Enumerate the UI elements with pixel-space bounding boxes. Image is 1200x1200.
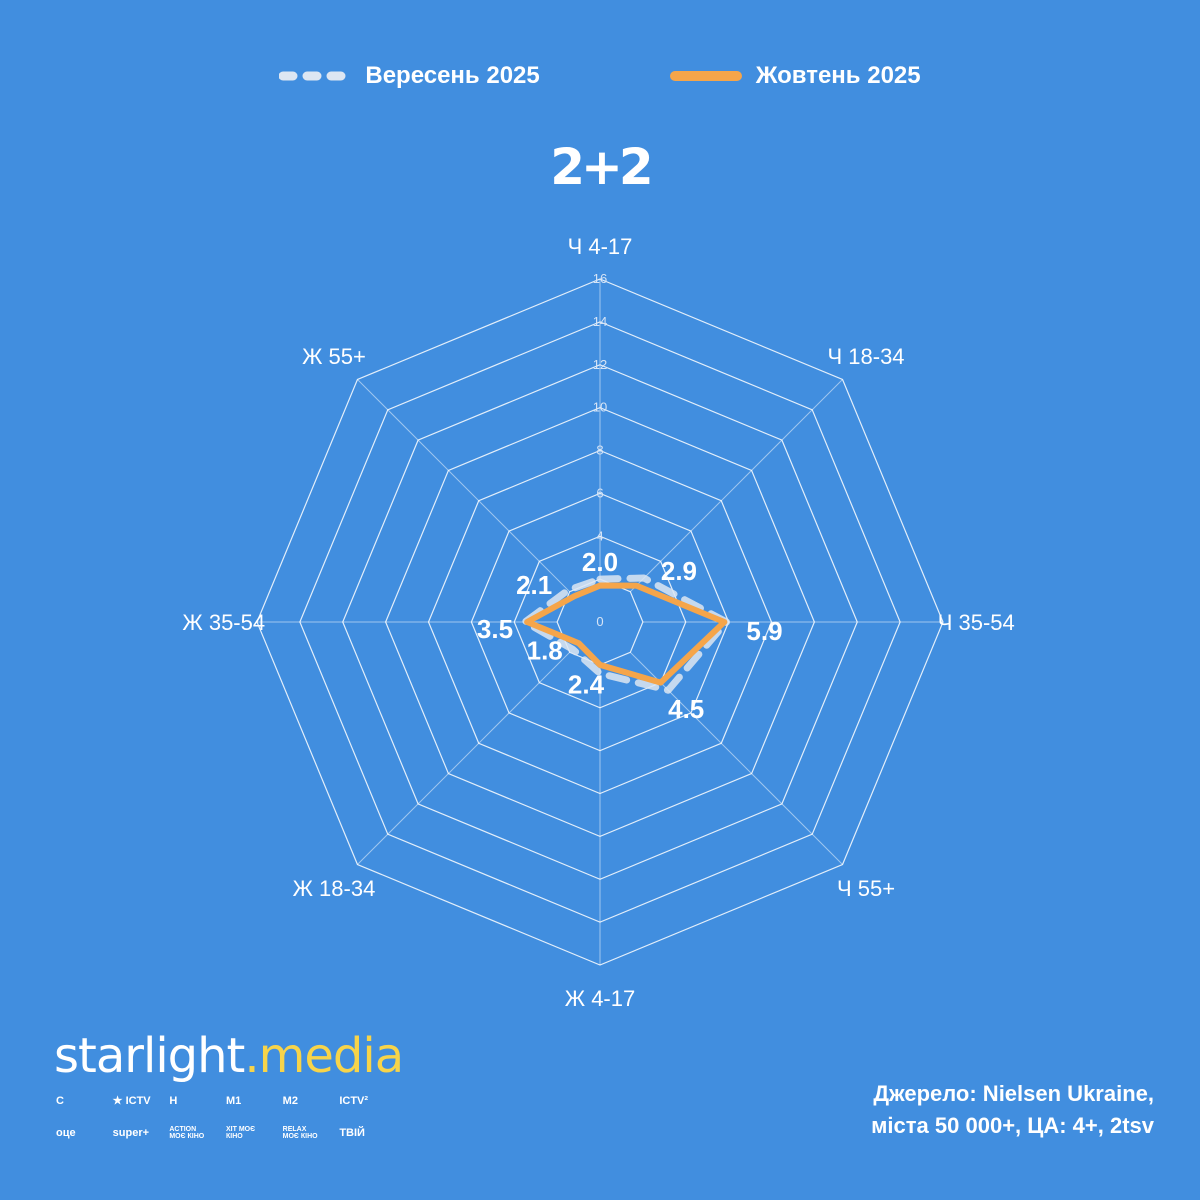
data-label: 1.8	[527, 635, 563, 665]
tick-label: 12	[593, 357, 607, 372]
channel-logo: ★ ICTV	[112, 1094, 151, 1107]
data-label: 5.9	[746, 616, 782, 646]
axis-label: Ч 4-17	[568, 234, 633, 259]
chart-legend: Вересень 2025 Жовтень 2025	[0, 62, 1200, 90]
data-label: 2.1	[516, 570, 552, 600]
axis-label: Ч 18-34	[828, 344, 905, 369]
channel-logo: ХІТ МОЄ КІНО	[226, 1126, 256, 1140]
axis-label: Ж 4-17	[565, 986, 635, 1011]
channel-logo: super+	[112, 1126, 150, 1139]
source-line-1: Джерело: Nielsen Ukraine,	[873, 1081, 1154, 1106]
channel-logo: Н	[169, 1094, 178, 1107]
source-line-2: міста 50 000+, ЦА: 4+, 2tsv	[871, 1112, 1154, 1138]
channel-logos: С ★ ICTV Н М1 М2 ICTV² оце super+ ACTION…	[56, 1090, 396, 1144]
channel-logo: ICTV²	[339, 1094, 369, 1107]
channel-logo: ТВІЙ	[339, 1126, 365, 1139]
tick-label: 4	[596, 528, 603, 543]
data-label: 3.5	[477, 614, 513, 644]
axis-label: Ж 35-54	[182, 610, 265, 635]
tick-label: 8	[596, 443, 603, 458]
tick-label: 14	[593, 314, 607, 329]
tick-label: 10	[593, 400, 607, 415]
channel-logo: ACTION МОЄ КІНО	[169, 1126, 205, 1140]
legend-label-september: Вересень 2025	[365, 62, 540, 89]
channel-logo-2plus2: 2+2	[550, 138, 653, 196]
grid-spoke	[629, 379, 843, 593]
brand-dot: .	[244, 1028, 259, 1084]
tick-label: 6	[596, 485, 603, 500]
starlight-media-logo: starlight.media	[54, 1028, 405, 1084]
axis-label: Ч 35-54	[938, 610, 1015, 635]
channel-logo: М1	[226, 1094, 242, 1107]
legend-item-october: Жовтень 2025	[669, 62, 921, 90]
axis-label: Ч 55+	[837, 876, 895, 901]
data-label: 2.4	[568, 669, 605, 699]
axis-label: Ж 18-34	[293, 876, 376, 901]
data-label: 2.9	[661, 556, 697, 586]
channel-logo: С	[56, 1094, 64, 1107]
channel-logo: М2	[282, 1094, 298, 1107]
tick-label: 16	[593, 271, 607, 286]
grid-spoke	[357, 379, 571, 593]
series-line-september	[521, 574, 730, 694]
tick-label: 0	[596, 614, 603, 629]
source-note: Джерело: Nielsen Ukraine, міста 50 000+,…	[871, 1078, 1154, 1142]
legend-swatch-october	[669, 71, 742, 81]
legend-label-october: Жовтень 2025	[755, 62, 921, 89]
legend-item-september: Вересень 2025	[279, 62, 540, 90]
series-line-october	[524, 582, 728, 686]
data-label: 4.5	[668, 694, 704, 724]
grid-spoke	[357, 651, 571, 865]
data-label: 2.0	[582, 547, 618, 577]
legend-swatch-september	[279, 71, 352, 81]
brand-suffix: media	[258, 1028, 405, 1084]
brand-name: starlight	[54, 1028, 245, 1084]
axis-label: Ж 55+	[302, 344, 366, 369]
channel-logo: RELAX МОЄ КІНО	[282, 1126, 318, 1140]
channel-logo: оце	[56, 1126, 76, 1139]
